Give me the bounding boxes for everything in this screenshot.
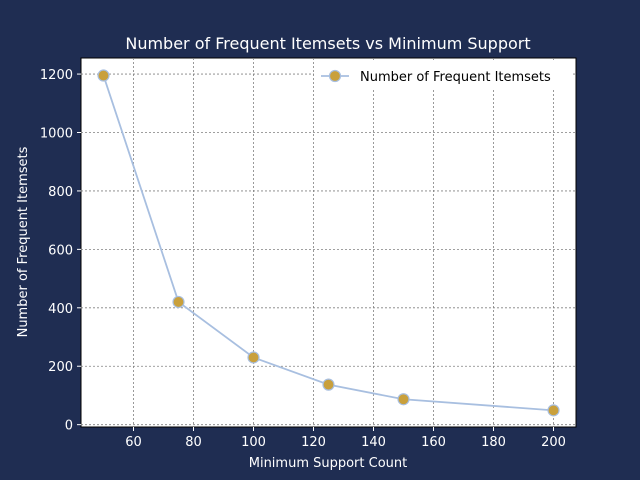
y-tick-label: 800 [48,185,73,200]
x-tick-label: 120 [301,435,326,450]
x-tick-label: 160 [421,435,446,450]
y-tick-label: 400 [48,302,73,317]
legend: Number of Frequent Itemsets [314,62,571,90]
series-layer [97,69,560,417]
series-line [102,75,554,412]
data-point [172,295,185,309]
data-point [247,351,260,364]
data-point [547,404,560,417]
y-tick-label: 600 [48,243,73,258]
data-point [97,69,110,82]
chart-title: Number of Frequent Itemsets vs Minimum S… [125,34,530,53]
data-point [322,378,335,391]
x-tick-label: 200 [541,435,566,450]
plot-area [80,57,577,428]
grid-lines [81,58,576,427]
x-tick-label: 140 [361,435,386,450]
x-tick-label: 60 [125,435,142,450]
legend-box [314,62,571,90]
x-tick-label: 180 [481,435,506,450]
y-tick-label: 1200 [40,68,73,83]
x-axis-label: Minimum Support Count [249,456,408,471]
y-axis-label: Number of Frequent Itemsets [16,146,31,337]
legend-marker-swatch [328,69,342,83]
y-tick-label: 200 [48,360,73,375]
x-tick-label: 100 [241,435,266,450]
legend-label: Number of Frequent Itemsets [360,70,551,85]
axes: 60 80 100 120 140 160 180 200 0 200 400 600 800 1000 1… [40,68,566,450]
data-point [397,393,410,406]
y-tick-label: 1000 [40,127,73,142]
y-tick-label: 0 [65,419,73,434]
x-tick-label: 80 [185,435,202,450]
